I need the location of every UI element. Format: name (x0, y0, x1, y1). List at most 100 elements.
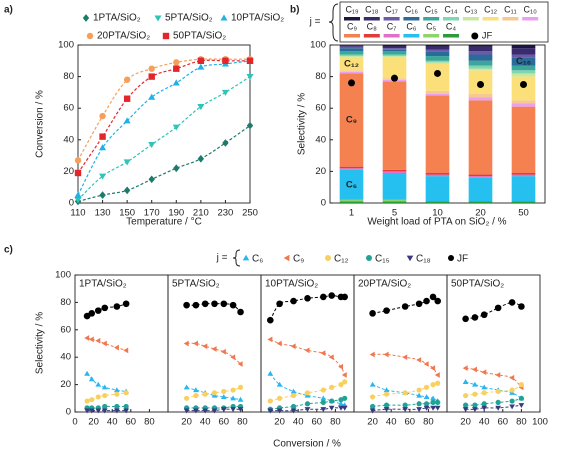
bar-segment (468, 54, 493, 61)
y-tick-label: 40 (63, 134, 74, 145)
marker (94, 307, 102, 314)
x-tick-label: 40 (293, 417, 304, 428)
legend-swatch (502, 17, 519, 21)
y-tick-label: 80 (60, 297, 71, 308)
legend-marker (86, 32, 94, 40)
marker (183, 384, 190, 390)
legend-label: C₇ (387, 21, 397, 31)
marker (246, 121, 254, 130)
x-tick-label: 20 (181, 417, 192, 428)
bar-segment (339, 45, 364, 47)
legend-swatch (344, 34, 360, 38)
bar-segment (382, 57, 407, 79)
legend-label: JF (482, 31, 493, 42)
plot-frame (74, 274, 169, 413)
legend-label: C₆ (252, 254, 263, 265)
marker (74, 157, 82, 164)
marker (462, 407, 469, 413)
marker (84, 408, 90, 414)
fit-line (77, 60, 251, 196)
segment-label: C₉ (346, 115, 357, 126)
bar-segment (425, 176, 450, 202)
marker (494, 304, 502, 312)
marker (423, 401, 430, 407)
marker (481, 405, 488, 411)
marker (123, 390, 129, 396)
x-tick-label: 10 (432, 208, 443, 219)
marker (462, 365, 468, 372)
bar-segment (425, 46, 450, 50)
bar-segment (468, 174, 493, 177)
x-axis-title: Conversion / % (273, 439, 341, 450)
bar-segment (468, 45, 493, 47)
marker (435, 380, 441, 386)
marker (102, 392, 108, 399)
marker (434, 297, 442, 305)
fit-line (465, 381, 522, 399)
legend-marker (406, 255, 414, 262)
marker (99, 133, 106, 140)
marker (202, 408, 209, 414)
marker (416, 392, 422, 398)
marker (463, 402, 469, 408)
legend-label: C₁₁ (504, 4, 517, 14)
marker (173, 164, 180, 173)
marker (197, 63, 205, 70)
x-tick-label: 80 (423, 417, 434, 428)
marker (122, 300, 130, 308)
marker (495, 405, 502, 411)
bar-segment (339, 48, 364, 52)
marker (423, 405, 430, 411)
bar-segment (468, 46, 493, 52)
marker (462, 379, 469, 384)
x-tick-label: 60 (126, 417, 137, 428)
bar-segment (425, 201, 450, 203)
marker (320, 399, 326, 406)
bar-segment (511, 48, 536, 55)
x-tick-label: 0 (72, 417, 77, 428)
marker (276, 340, 282, 347)
marker (113, 408, 120, 414)
bar-segment (511, 45, 536, 49)
x-tick-label: 170 (144, 208, 160, 219)
marker (84, 335, 90, 341)
segment-label: C₆ (346, 179, 357, 190)
legend-swatch (482, 17, 499, 21)
marker (123, 347, 129, 354)
panel-label: b) (290, 5, 299, 16)
marker (416, 357, 422, 363)
legend-label: 5PTA/SiO₂ (165, 13, 213, 24)
marker (173, 65, 180, 72)
marker (509, 398, 515, 404)
marker (114, 391, 120, 397)
bar-segment (511, 76, 536, 101)
bar-segment (511, 176, 536, 202)
marker (267, 408, 274, 414)
bar-segment (468, 68, 493, 71)
bar-segment (339, 51, 364, 55)
marker (211, 390, 218, 396)
x-tick-label: 40 (386, 417, 397, 428)
marker (246, 74, 254, 81)
marker (320, 395, 327, 401)
panel-title: 50PTA/SiO₂ (451, 279, 504, 290)
y-tick-label: 0 (321, 198, 326, 209)
marker (430, 365, 436, 372)
marker (320, 293, 327, 301)
legend-label: C₁₂ (484, 4, 498, 14)
marker (237, 407, 244, 413)
bar-segment (511, 106, 536, 173)
legend-label: C₁₃ (464, 4, 478, 14)
bar-segment (382, 169, 407, 172)
marker (276, 381, 283, 387)
marker (276, 300, 283, 308)
marker (434, 405, 441, 411)
marker (184, 395, 190, 401)
marker (113, 387, 120, 393)
legend-marker (154, 15, 162, 22)
marker (211, 346, 217, 352)
marker (434, 372, 440, 378)
marker (197, 104, 205, 111)
marker (123, 76, 131, 83)
bar-segment (382, 172, 407, 200)
